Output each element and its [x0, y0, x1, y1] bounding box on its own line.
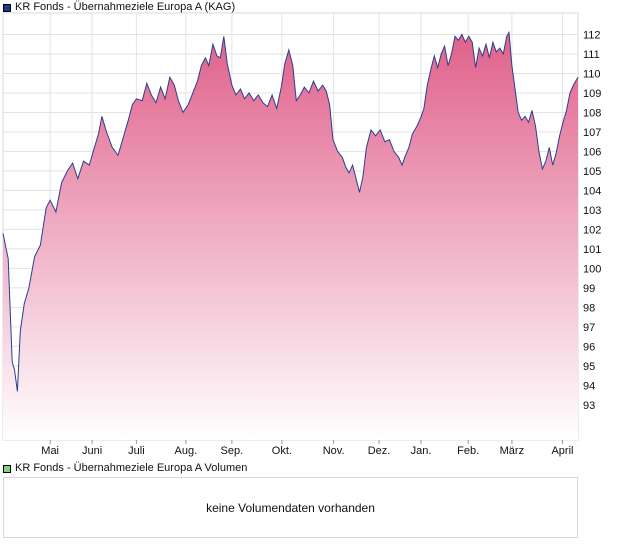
x-tick-label: Jan. [411, 445, 432, 457]
y-axis: 93 94 95 96 97 98 99 100 101 102 103 104 105 106 107 10… [583, 29, 601, 411]
volume-legend-swatch [3, 464, 11, 473]
x-axis: Mai Juni Juli Aug. Sep. Okt. Nov. Dez. Jan. Feb. M… [41, 440, 573, 457]
x-tick-label: Mai [41, 445, 59, 457]
volume-legend: KR Fonds - Übernahmeziele Europa A Volum… [3, 462, 247, 475]
y-tick-label: 104 [583, 185, 601, 197]
x-tick-label: März [500, 445, 524, 457]
volume-panel: keine Volumendaten vorhanden [3, 477, 578, 538]
y-tick-label: 110 [583, 68, 601, 80]
y-tick-label: 93 [583, 400, 595, 412]
price-area [3, 32, 578, 440]
x-tick-label: Feb. [457, 445, 479, 457]
y-tick-label: 112 [583, 29, 601, 41]
y-tick-label: 95 [583, 361, 595, 373]
y-tick-label: 97 [583, 322, 595, 334]
y-tick-label: 109 [583, 88, 601, 100]
y-tick-label: 106 [583, 146, 601, 158]
price-legend-label: KR Fonds - Übernahmeziele Europa A (KAG) [15, 1, 236, 13]
x-tick-label: April [551, 445, 573, 457]
y-tick-label: 96 [583, 341, 595, 353]
y-tick-label: 101 [583, 244, 601, 256]
y-tick-label: 103 [583, 205, 601, 217]
price-chart: 93 94 95 96 97 98 99 100 101 102 103 104 105 106 107 10… [2, 12, 601, 457]
price-legend: KR Fonds - Übernahmeziele Europa A (KAG) [3, 1, 235, 14]
volume-empty-message: keine Volumendaten vorhanden [206, 500, 375, 515]
y-tick-label: 105 [583, 166, 601, 178]
y-tick-label: 99 [583, 283, 595, 295]
x-tick-label: Juni [82, 445, 102, 457]
x-tick-label: Dez. [368, 445, 391, 457]
price-legend-swatch [3, 3, 11, 12]
y-tick-label: 108 [583, 107, 601, 119]
volume-legend-label: KR Fonds - Übernahmeziele Europa A Volum… [15, 462, 248, 474]
y-tick-label: 100 [583, 263, 601, 275]
y-tick-label: 107 [583, 127, 601, 139]
y-tick-label: 98 [583, 302, 595, 314]
y-tick-label: 111 [583, 49, 600, 61]
x-tick-label: Juli [128, 445, 145, 457]
x-tick-label: Sep. [221, 445, 244, 457]
y-tick-label: 102 [583, 224, 601, 236]
x-tick-label: Okt. [272, 445, 292, 457]
price-line [2, 30, 579, 392]
x-tick-label: Nov. [323, 445, 345, 457]
x-tick-label: Aug. [175, 445, 198, 457]
y-tick-label: 94 [583, 380, 595, 392]
